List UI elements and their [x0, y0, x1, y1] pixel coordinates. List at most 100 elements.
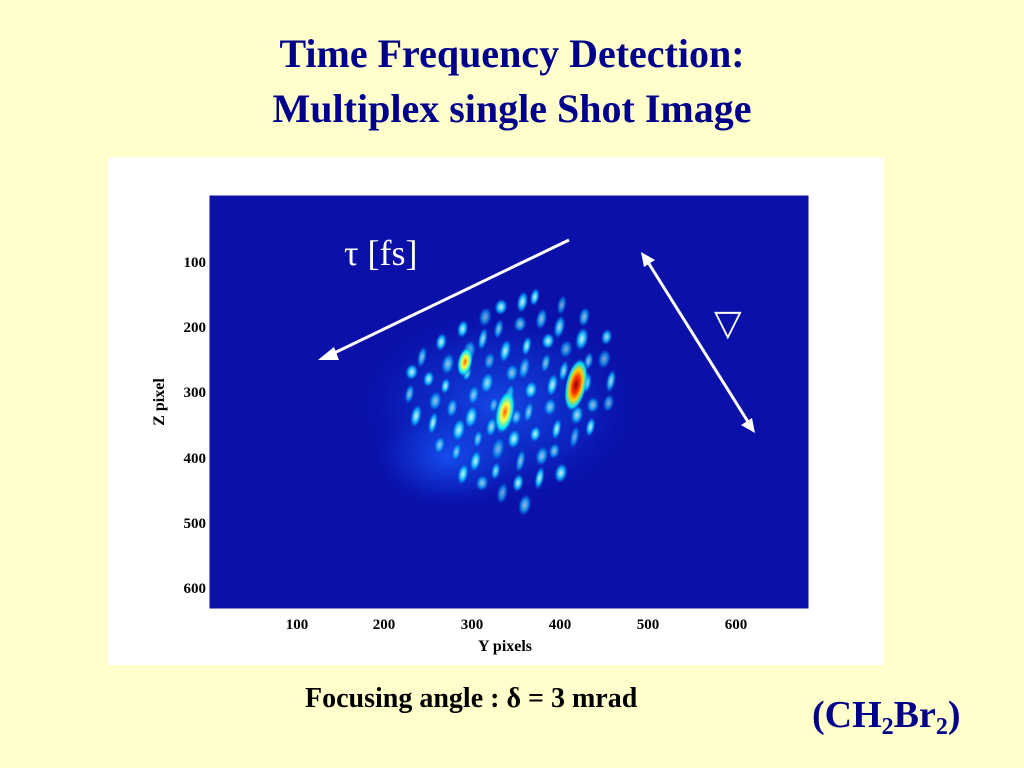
fringe-spot: [516, 290, 529, 314]
fringe-spot: [404, 383, 415, 405]
fringe-spot: [556, 294, 568, 316]
fringe-spot: [467, 384, 480, 406]
y-tick-label: 600: [184, 581, 207, 597]
fringe-spot: [490, 461, 501, 481]
fringe-spot: [540, 352, 552, 374]
fringe-spot: [542, 397, 558, 417]
fringe-spot: [477, 326, 489, 352]
focusing-angle-caption: Focusing angle : δ = 3 mrad: [305, 683, 638, 714]
y-tick-label: 200: [184, 320, 207, 336]
fringe-spot: [514, 448, 527, 474]
fringe-spot: [551, 417, 563, 441]
fringe-spot: [602, 393, 615, 413]
fringe-spot: [404, 363, 419, 381]
fringe-spot: [540, 332, 556, 350]
fringe-spot: [545, 372, 559, 398]
x-tick-label: 600: [725, 617, 748, 633]
fringe-spot: [427, 410, 439, 436]
fringe-spot: [523, 400, 535, 424]
x-tick-label: 400: [549, 617, 572, 633]
x-axis: 100 200 300 400 500 600 Y pixels: [286, 617, 748, 655]
fringe-spot: [440, 377, 451, 395]
delta-arrow: [641, 252, 755, 433]
fringe-spot: [440, 352, 456, 376]
x-tick-label: 300: [461, 617, 484, 633]
x-tick-label: 100: [286, 617, 309, 633]
fringe-spot: [451, 417, 467, 443]
fringe-spot: [558, 339, 574, 359]
figure-panel: 100 200 300 400 500 600 Z pixel 100 200 …: [108, 157, 884, 665]
fringe-spot: [490, 436, 506, 462]
y-axis-label: Z pixel: [151, 378, 168, 426]
fringe-spot: [472, 429, 484, 449]
fringe-spot: [451, 442, 462, 462]
interference-pattern: [348, 287, 648, 517]
molecule-sub-2: 2: [935, 714, 948, 740]
fringe-spot: [479, 371, 495, 395]
title-line-2: Multiplex single Shot Image: [272, 86, 752, 131]
y-tick-label: 500: [184, 516, 207, 532]
fringe-spot: [533, 465, 546, 491]
fringe-spot: [416, 345, 428, 369]
fringe-spot: [529, 425, 542, 443]
fringe-spot: [422, 370, 435, 388]
intensity-plot: 100 200 300 400 500 600 Z pixel 100 200 …: [151, 194, 810, 655]
y-tick-label: 100: [184, 255, 207, 271]
title-line-1: Time Frequency Detection:: [279, 31, 745, 76]
molecule-open: (CH: [812, 694, 882, 736]
x-tick-label: 200: [373, 617, 396, 633]
fringe-spot: [521, 335, 533, 357]
fringe-spot: [493, 298, 509, 316]
fringe-spot: [498, 338, 512, 364]
delta-annotation: ▽: [714, 303, 742, 343]
x-axis-label: Y pixels: [478, 638, 532, 655]
fringe-spot: [506, 428, 522, 450]
fringe-spot: [477, 306, 493, 328]
fringe-spot: [433, 435, 446, 455]
y-tick-label: 300: [184, 385, 207, 401]
fringe-spot: [585, 416, 596, 438]
fringe-spot: [569, 424, 581, 450]
fringe-spot: [493, 318, 505, 340]
fringe-spot: [445, 397, 459, 419]
slide-title: Time Frequency Detection: Multiplex sing…: [0, 26, 1024, 136]
x-tick-label: 500: [637, 617, 660, 633]
fringe-spot: [463, 404, 479, 430]
fringe-spot: [552, 314, 566, 340]
fringe-spot: [483, 351, 496, 371]
molecule-close: ): [947, 694, 961, 736]
fringe-spot: [585, 396, 600, 414]
fringe-spot: [535, 307, 548, 331]
fringe-spot: [456, 319, 469, 339]
fringe-spot: [529, 287, 541, 307]
fringe-spot: [600, 328, 613, 346]
fringe-spot: [428, 390, 443, 412]
fringe-spot: [512, 315, 528, 333]
fringe-spot: [548, 442, 561, 460]
fringe-spot: [456, 462, 470, 486]
fringe-spot: [534, 445, 550, 467]
fringe-spot: [434, 332, 448, 352]
fringe-spot: [574, 326, 590, 352]
plot-frame: [208, 194, 810, 610]
fringe-spot: [469, 449, 482, 473]
fringe-spot: [504, 363, 520, 383]
fringe-spot: [553, 462, 569, 484]
fringe-spot: [517, 355, 531, 381]
y-tick-label: 400: [184, 451, 207, 467]
fringe-spot: [558, 359, 570, 383]
fringe-spot: [495, 481, 509, 505]
molecule-sub-1: 2: [881, 714, 894, 740]
fringe-spot: [605, 368, 617, 394]
y-axis: 100 200 300 400 500 600 Z pixel: [151, 255, 206, 597]
fringe-spot: [475, 474, 490, 492]
fringe-spot: [409, 403, 423, 429]
fringe-spot: [577, 306, 591, 328]
molecule-mid: Br: [893, 694, 936, 736]
molecule-formula: (CH2Br2): [812, 693, 961, 740]
tau-annotation: τ [fs]: [344, 233, 417, 273]
fringe-spot: [511, 473, 525, 493]
tau-arrow: [318, 238, 570, 360]
fringe-spot: [523, 380, 539, 400]
fringe-spot: [517, 493, 533, 517]
